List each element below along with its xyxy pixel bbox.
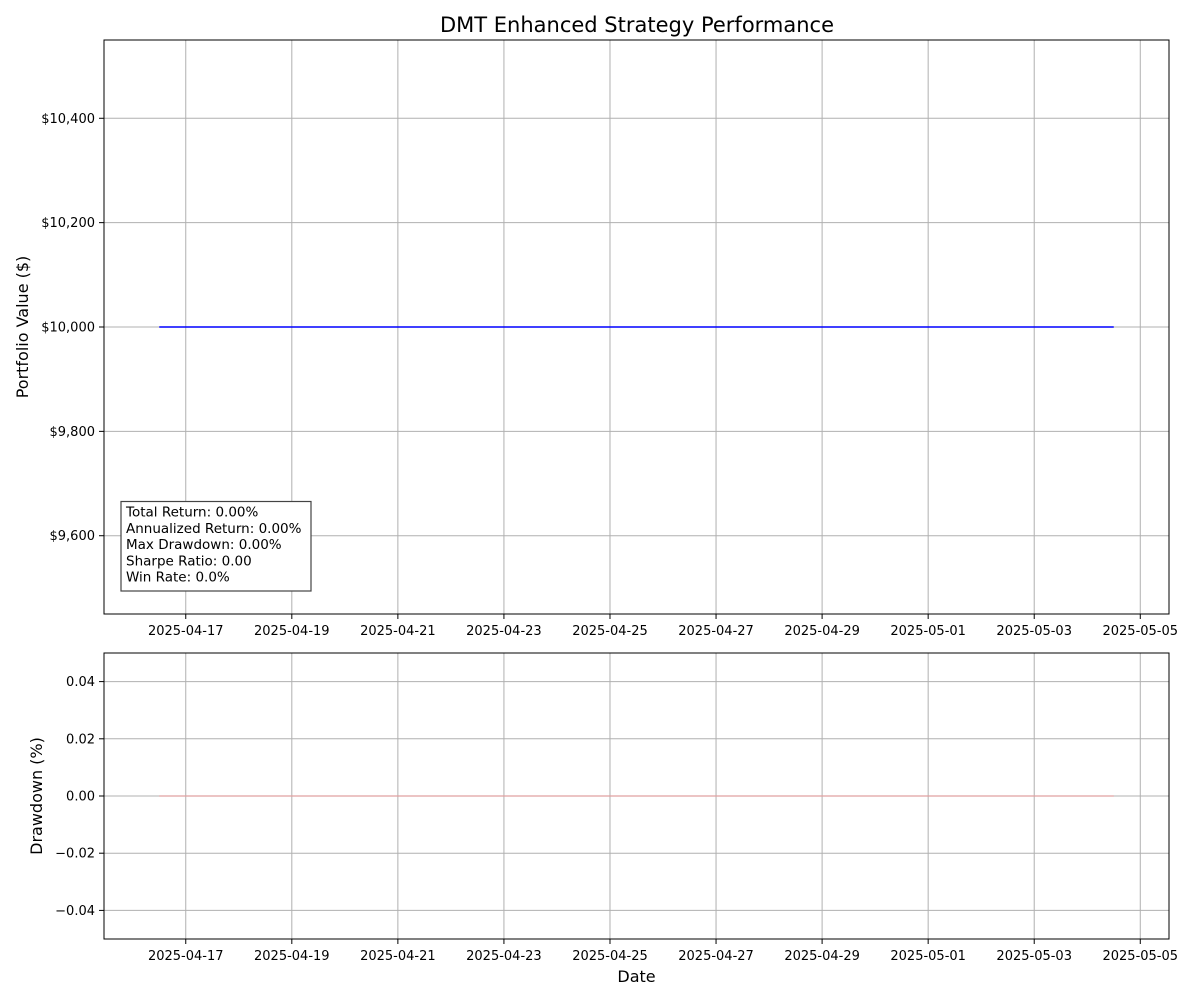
stats-line: Sharpe Ratio: 0.00: [126, 553, 252, 569]
top-y-tick-label: $10,200: [41, 216, 95, 231]
top-x-tick-label: 2025-04-23: [466, 624, 542, 639]
bottom-x-tick-label: 2025-04-25: [572, 949, 648, 964]
bottom-x-tick-label: 2025-05-01: [890, 949, 966, 964]
top-y-tick-label: $10,000: [41, 321, 95, 336]
top-y-tick-label: $10,400: [41, 112, 95, 127]
top-y-tick-label: $9,800: [50, 425, 96, 440]
bottom-x-tick-label: 2025-04-27: [678, 949, 754, 964]
stats-line: Total Return: 0.00%: [125, 505, 259, 521]
drawdown-panel: 2025-04-17 2025-04-19 2025-04-21 2025-04-23…: [27, 652, 1178, 986]
bottom-x-tick-label: 2025-04-17: [148, 949, 224, 964]
top-x-tick-label: 2025-04-19: [254, 624, 330, 639]
bottom-y-axis-label: Drawdown (%): [27, 737, 46, 855]
bottom-y-tick-label: 0.04: [66, 675, 95, 690]
bottom-y-tick-label: −0.02: [55, 847, 95, 862]
top-x-tick-label: 2025-04-21: [360, 624, 436, 639]
bottom-x-tick-label: 2025-05-05: [1102, 949, 1178, 964]
stats-annotation-box: [120, 500, 312, 592]
top-x-tick-label: 2025-04-17: [148, 624, 224, 639]
bottom-y-tick-label: −0.04: [55, 904, 95, 919]
bottom-x-tick-label: 2025-05-03: [996, 949, 1072, 964]
top-x-tick-label: 2025-05-05: [1102, 624, 1178, 639]
top-y-tick-label: $9,600: [50, 529, 96, 544]
bottom-y-tick-label: 0.02: [66, 732, 95, 747]
bottom-x-tick-label: 2025-04-21: [360, 949, 436, 964]
portfolio-value-panel: 2025-04-17 2025-04-19 2025-04-21 2025-04-23…: [13, 39, 1178, 639]
top-x-tick-label: 2025-04-27: [678, 624, 754, 639]
bottom-x-axis-label: Date: [617, 967, 655, 986]
stats-line: Annualized Return: 0.00%: [126, 521, 302, 537]
top-x-tick-label: 2025-04-25: [572, 624, 648, 639]
top-x-tick-label: 2025-04-29: [784, 624, 860, 639]
top-x-tick-label: 2025-05-03: [996, 624, 1072, 639]
top-x-tick-label: 2025-05-01: [890, 624, 966, 639]
bottom-x-tick-label: 2025-04-29: [784, 949, 860, 964]
stats-line: Win Rate: 0.0%: [126, 570, 230, 586]
top-y-axis-label: Portfolio Value ($): [13, 256, 32, 399]
bottom-y-tick-label: 0.00: [66, 790, 95, 805]
bottom-x-tick-label: 2025-04-23: [466, 949, 542, 964]
bottom-x-tick-label: 2025-04-19: [254, 949, 330, 964]
chart-title: DMT Enhanced Strategy Performance: [440, 13, 834, 37]
stats-line: Max Drawdown: 0.00%: [126, 537, 282, 553]
